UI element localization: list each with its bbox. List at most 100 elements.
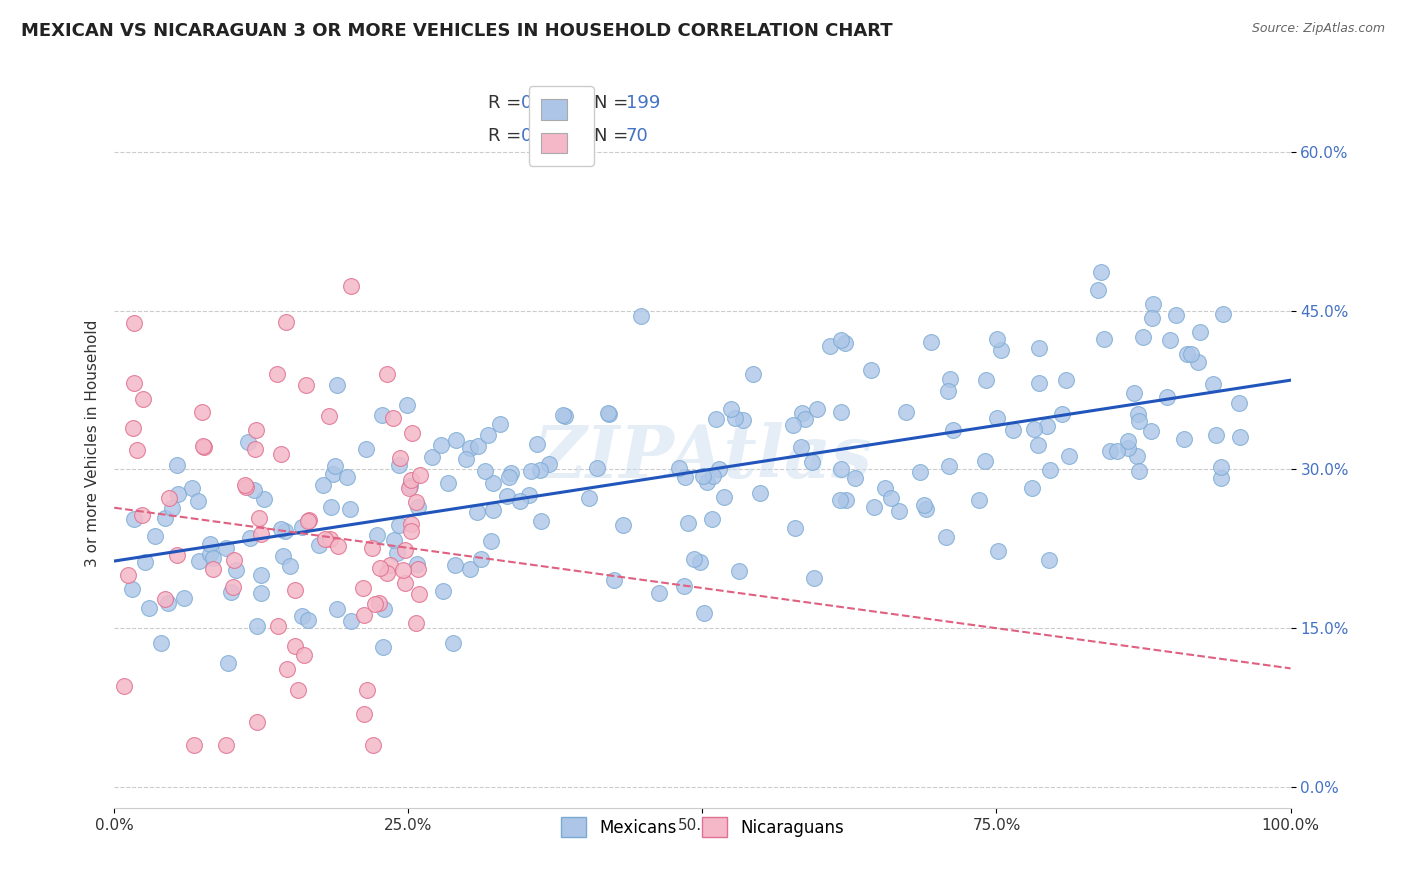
Point (1099, 444, 1122, 458)
Point (474, 464, 496, 478)
Point (1188, 325, 1211, 339)
Point (270, 522, 292, 536)
Point (1116, 434, 1139, 449)
Point (375, 566, 398, 581)
Point (1202, 377, 1225, 392)
Point (364, 597, 387, 611)
Point (1175, 346, 1198, 360)
Point (245, 423, 267, 437)
Point (368, 596, 391, 610)
Point (219, 585, 242, 599)
Point (974, 454, 997, 468)
Point (529, 463, 551, 477)
Point (153, 511, 176, 525)
Point (517, 488, 540, 502)
Point (509, 494, 531, 508)
Point (1036, 419, 1059, 434)
Point (863, 500, 886, 515)
Point (1212, 307, 1234, 321)
Point (967, 492, 990, 507)
Point (399, 473, 422, 487)
Point (467, 439, 489, 453)
Point (1092, 332, 1115, 346)
Point (790, 440, 813, 454)
Point (217, 656, 239, 670)
Point (422, 450, 444, 464)
Point (1105, 444, 1128, 458)
Point (273, 549, 295, 564)
Point (160, 501, 183, 516)
Point (479, 533, 502, 548)
Point (112, 679, 135, 693)
Point (352, 581, 374, 595)
Point (253, 491, 276, 506)
Point (325, 602, 347, 616)
Text: 0.603: 0.603 (522, 94, 572, 112)
Point (235, 480, 257, 494)
Text: N =: N = (595, 128, 634, 145)
Point (986, 332, 1008, 346)
Point (156, 596, 179, 610)
Legend: Mexicans, Nicaraguans: Mexicans, Nicaraguans (554, 810, 851, 844)
Point (693, 606, 716, 620)
Text: 199: 199 (626, 94, 661, 112)
Point (284, 640, 307, 654)
Point (1028, 376, 1050, 390)
Point (125, 443, 148, 458)
Point (224, 552, 246, 566)
Point (707, 462, 730, 476)
Point (353, 706, 375, 721)
Point (782, 418, 804, 433)
Point (314, 532, 336, 546)
Point (727, 564, 749, 578)
Point (278, 559, 301, 574)
Point (371, 408, 394, 422)
Point (406, 557, 429, 571)
Text: MEXICAN VS NICARAGUAN 3 OR MORE VEHICLES IN HOUSEHOLD CORRELATION CHART: MEXICAN VS NICARAGUAN 3 OR MORE VEHICLES… (21, 22, 893, 40)
Point (1132, 329, 1154, 343)
Point (339, 502, 361, 516)
Point (520, 464, 543, 478)
Point (323, 459, 346, 474)
Point (266, 368, 288, 382)
Point (612, 517, 634, 532)
Point (496, 489, 519, 503)
Point (748, 485, 770, 500)
Point (193, 439, 215, 453)
Point (720, 402, 742, 417)
Point (291, 520, 314, 534)
Point (191, 405, 214, 419)
Point (287, 683, 309, 698)
Point (246, 618, 269, 632)
Point (942, 423, 965, 437)
Point (353, 608, 375, 623)
Point (702, 469, 724, 483)
Point (465, 505, 488, 519)
Point (742, 367, 765, 381)
Point (215, 738, 238, 752)
Point (198, 537, 221, 551)
Point (477, 428, 499, 442)
Point (793, 412, 815, 426)
Point (405, 494, 427, 508)
Point (444, 433, 467, 447)
Point (250, 586, 273, 600)
Point (134, 555, 156, 569)
Point (470, 552, 492, 566)
Point (291, 608, 314, 623)
Text: 0.013: 0.013 (522, 128, 572, 145)
Point (366, 527, 388, 541)
Point (246, 715, 269, 730)
Point (887, 504, 910, 518)
Point (1164, 308, 1187, 322)
Point (860, 363, 883, 377)
Point (830, 462, 852, 476)
Point (1039, 463, 1062, 477)
Point (790, 406, 813, 420)
Point (394, 542, 416, 557)
Point (382, 533, 405, 548)
Point (432, 584, 454, 599)
Point (377, 367, 399, 381)
Point (1050, 407, 1073, 421)
Point (1156, 391, 1178, 405)
